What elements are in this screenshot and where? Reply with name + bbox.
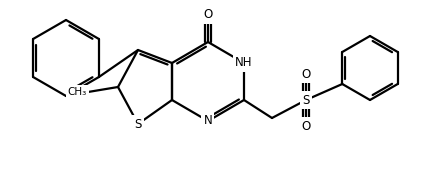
Text: O: O	[301, 119, 311, 132]
Text: CH₃: CH₃	[68, 87, 87, 97]
Text: O: O	[301, 67, 311, 80]
Text: S: S	[134, 117, 142, 130]
Text: S: S	[302, 93, 310, 106]
Text: O: O	[204, 8, 212, 21]
Text: N: N	[204, 115, 212, 127]
Text: NH: NH	[235, 56, 253, 69]
